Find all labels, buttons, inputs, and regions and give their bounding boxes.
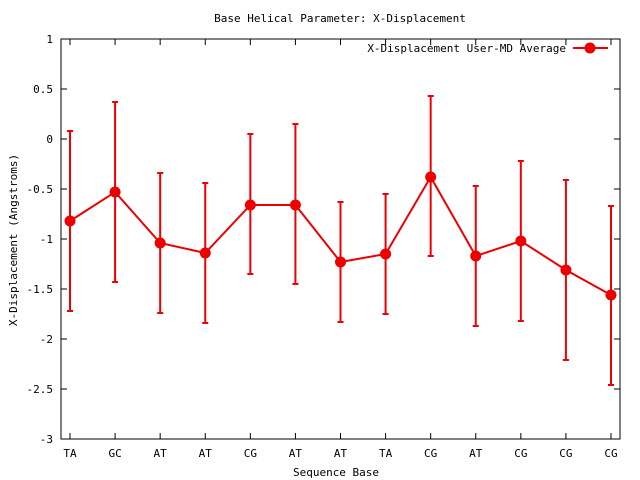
y-tick-label: -1 (40, 233, 53, 246)
data-point (335, 256, 346, 268)
x-tick-label: TA (379, 447, 393, 460)
x-tick-label: CG (424, 447, 437, 460)
y-tick-label: -0.5 (27, 183, 54, 196)
chart-title: Base Helical Parameter: X-Displacement (214, 12, 466, 25)
x-tick-label: CG (604, 447, 617, 460)
data-point (154, 237, 166, 249)
data-point (289, 199, 301, 211)
data-point (64, 215, 76, 227)
legend-marker-swatch (584, 42, 596, 54)
x-axis-label: Sequence Base (293, 466, 379, 479)
x-tick-label: TA (63, 447, 77, 460)
y-tick-label: -3 (40, 433, 53, 446)
x-tick-label: GC (108, 447, 121, 460)
x-tick-label: AT (154, 447, 168, 460)
series-layer (64, 95, 617, 386)
data-point (605, 289, 617, 301)
y-tick-label: 0.5 (33, 83, 53, 96)
x-tick-label: AT (289, 447, 303, 460)
data-point (380, 248, 392, 260)
x-tick-label: AT (199, 447, 213, 460)
y-tick-label: 0 (46, 133, 53, 146)
data-point (515, 235, 527, 247)
y-tick-label: -2.5 (27, 383, 54, 396)
y-axis-label: X-Displacement (Angstroms) (7, 154, 20, 326)
data-point (470, 250, 482, 262)
x-tick-label: CG (244, 447, 257, 460)
data-point (560, 264, 572, 276)
x-tick-label: AT (334, 447, 348, 460)
data-point (425, 171, 437, 183)
y-tick-label: -1.5 (27, 283, 54, 296)
x-tick-label: CG (514, 447, 527, 460)
y-tick-label: -2 (40, 333, 53, 346)
x-tick-label: CG (559, 447, 572, 460)
data-point (109, 186, 121, 198)
data-point (199, 247, 211, 259)
data-point (244, 199, 256, 211)
legend-label: X-Displacement User-MD Average (367, 42, 566, 55)
y-axis: 1 0.5 0 -0.5 -1 -1.5 -2 -2.5 -3 (27, 33, 620, 446)
y-tick-label: 1 (46, 33, 53, 46)
x-tick-label: AT (469, 447, 483, 460)
legend: X-Displacement User-MD Average (367, 42, 608, 55)
x-axis: TA GC AT AT CG AT AT TA CG AT CG CG CG (63, 39, 618, 460)
